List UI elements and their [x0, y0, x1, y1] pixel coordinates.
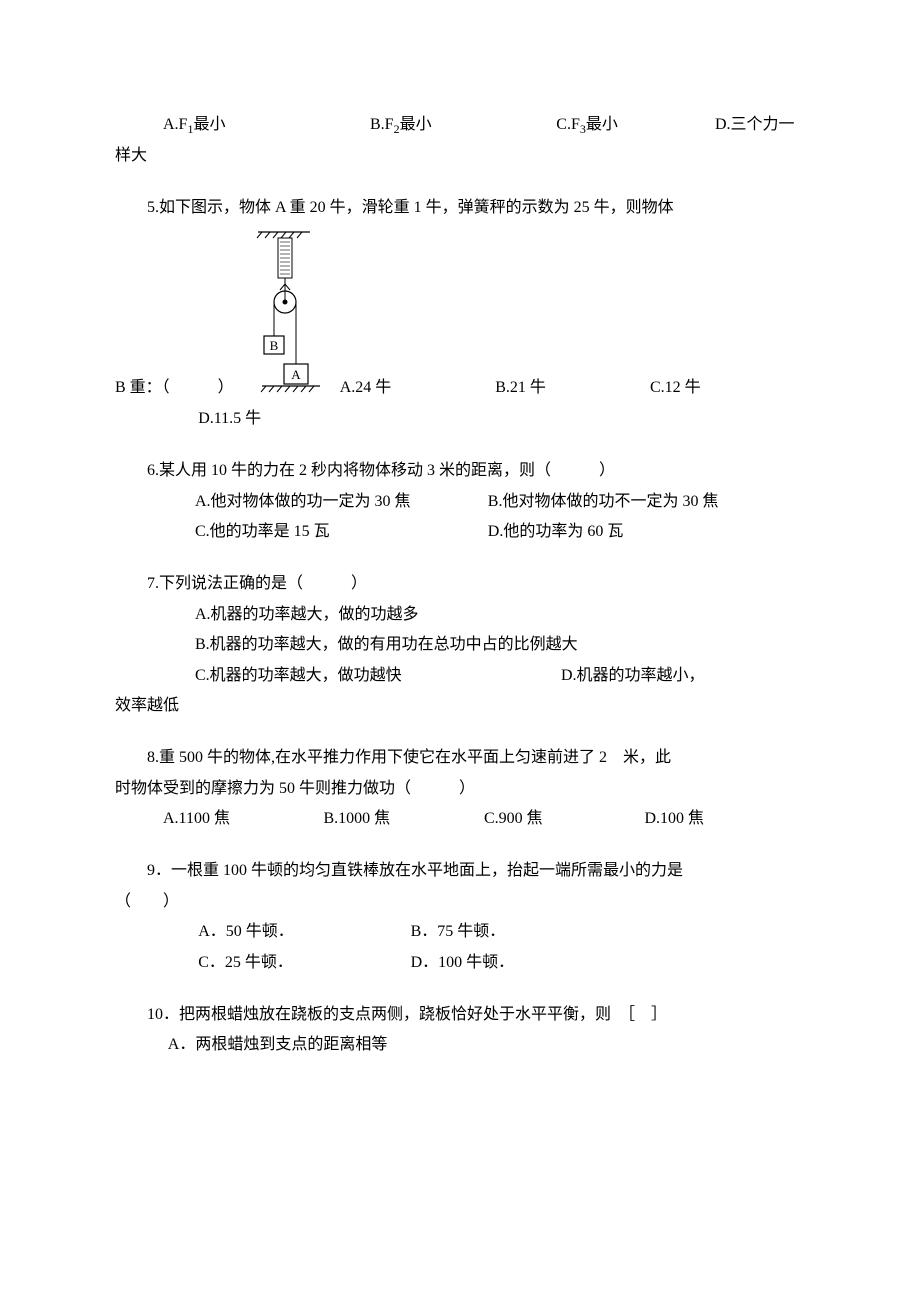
q9-option-a: A．50 牛顿． — [198, 917, 410, 947]
q5-left: B 重：（ ） — [115, 373, 234, 403]
q6-option-d: D.他的功率为 60 瓦 — [488, 517, 805, 547]
q6-stem: 6.某人用 10 牛的力在 2 秒内将物体移动 3 米的距离，则（ ） — [115, 456, 805, 486]
q9-option-c: C．25 牛顿． — [198, 948, 410, 978]
q9-option-b: B．75 牛顿． — [411, 917, 506, 947]
q5-stem: 5.如下图示，物体 A 重 20 牛，滑轮重 1 牛，弹簧秤的示数为 25 牛，… — [115, 193, 805, 223]
q7-option-b: B.机器的功率越大，做的有用功在总功中占的比例越大 — [195, 630, 805, 660]
q4-option-d: D.三个力一 — [715, 110, 853, 141]
q8-option-d: D.100 焦 — [645, 804, 806, 834]
q10-option-a: A．两根蜡烛到支点的距离相等 — [115, 1030, 805, 1060]
q9-option-d: D．100 牛顿． — [411, 948, 515, 978]
q4-option-a: A.F1最小 — [115, 110, 370, 141]
q8-stem1: 8.重 500 牛的物体,在水平推力作用下使它在水平面上匀速前进了 2 米，此 — [115, 743, 805, 773]
q6-option-a: A.他对物体做的功一定为 30 焦 — [195, 487, 488, 517]
q4-c-pre: C.F — [556, 116, 580, 133]
q4-a-pre: A.F — [163, 116, 187, 133]
q8-option-a: A.1100 焦 — [163, 804, 324, 834]
q5-option-a: A.24 牛 — [340, 379, 392, 396]
q7-option-c: C.机器的功率越大，做功越快 — [195, 661, 561, 691]
q8-option-c: C.900 焦 — [484, 804, 645, 834]
q4-c-tail: 最小 — [586, 116, 618, 133]
q4-b-pre: B.F — [370, 116, 394, 133]
q10-stem: 10．把两根蜡烛放在跷板的支点两侧，跷板恰好处于水平平衡，则 ［ ］ — [115, 1000, 805, 1030]
q4-b-tail: 最小 — [400, 116, 432, 133]
q4-option-c: C.F3最小 — [556, 110, 715, 141]
q6-option-b: B.他对物体做的功不一定为 30 焦 — [488, 487, 805, 517]
q8-option-b: B.1000 焦 — [324, 804, 485, 834]
q9-stem1: 9．一根重 100 牛顿的均匀直铁棒放在水平地面上，抬起一端所需最小的力是 — [115, 856, 805, 886]
q7-option-a: A.机器的功率越大，做的功越多 — [195, 600, 805, 630]
q4-option-b: B.F2最小 — [370, 110, 556, 141]
q5-option-d: D.11.5 牛 — [115, 404, 805, 434]
q5-diagram: B A — [240, 224, 330, 404]
q7-stem: 7.下列说法正确的是（ ） — [115, 569, 805, 599]
q6-option-c: C.他的功率是 15 瓦 — [195, 517, 488, 547]
q5-svg-label-b: B — [269, 338, 278, 353]
q7-option-d: D.机器的功率越小， — [561, 661, 705, 691]
q5-option-b: B.21 牛 — [495, 379, 546, 396]
q9-stem2: （ ） — [115, 887, 805, 917]
q7-tail: 效率越低 — [115, 691, 805, 721]
q4-a-tail: 最小 — [193, 116, 225, 133]
q4-tail-line: 样大 — [115, 141, 805, 171]
q5-svg-label-a: A — [291, 367, 301, 382]
q8-stem2: 时物体受到的摩擦力为 50 牛则推力做功（ ） — [115, 774, 805, 804]
q5-option-c: C.12 牛 — [650, 379, 701, 396]
